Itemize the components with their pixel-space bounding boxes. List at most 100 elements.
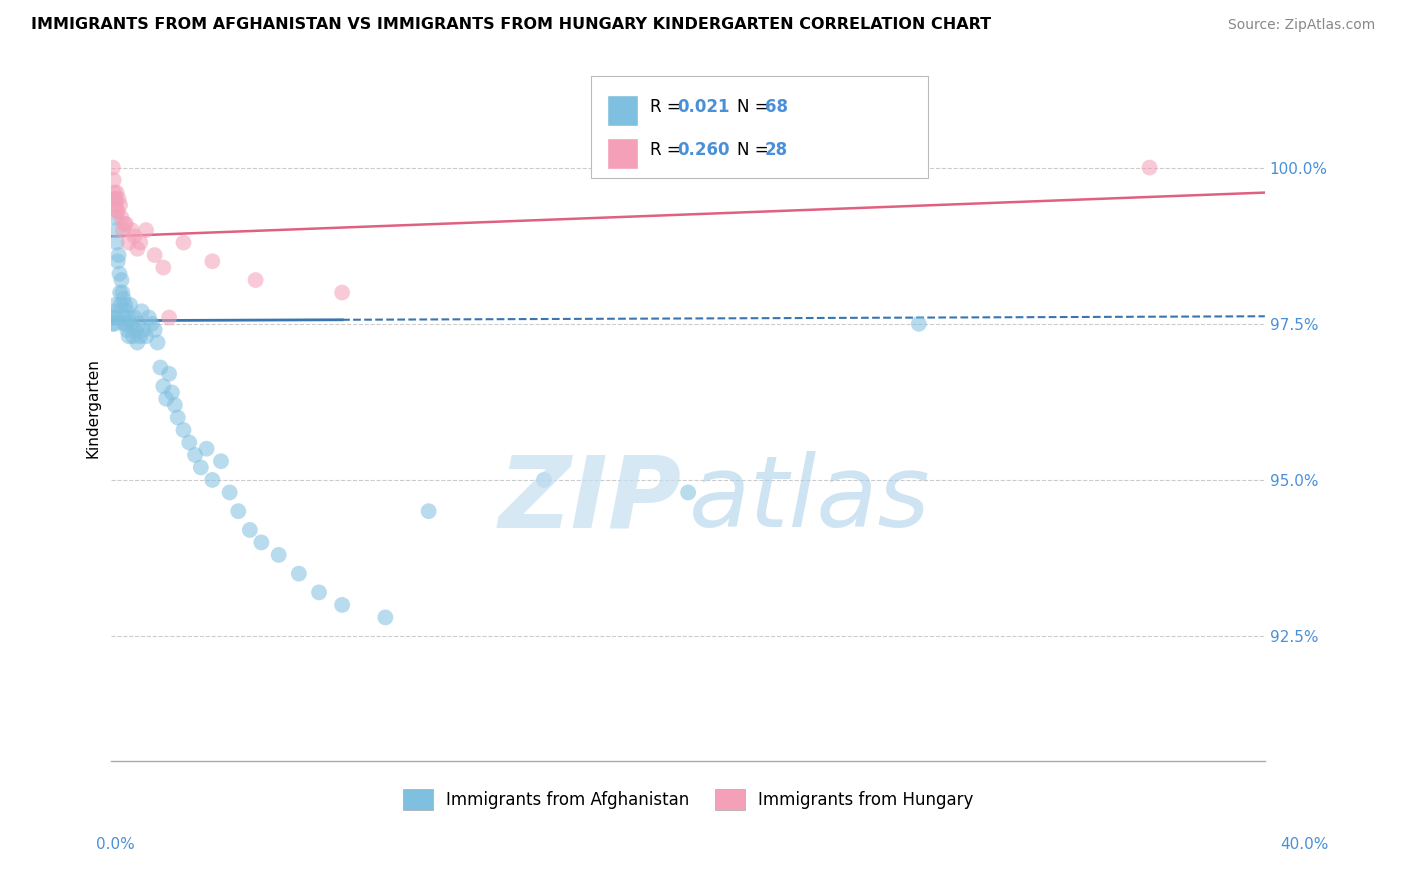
Point [146, 335, 169, 350]
Point [166, 410, 188, 425]
Text: IMMIGRANTS FROM AFGHANISTAN VS IMMIGRANTS FROM HUNGARY KINDERGARTEN CORRELATION : IMMIGRANTS FROM AFGHANISTAN VS IMMIGRANT… [31, 17, 991, 31]
Point [149, 360, 172, 375]
Point [110, 211, 132, 225]
Point [1139, 161, 1161, 175]
Point [107, 248, 129, 262]
Point [141, 317, 163, 331]
Point [330, 285, 353, 300]
Point [104, 304, 127, 318]
Point [218, 485, 240, 500]
Point [117, 323, 139, 337]
Point [108, 198, 131, 212]
Point [173, 423, 195, 437]
Point [112, 292, 135, 306]
Point [103, 173, 125, 187]
Point [107, 204, 129, 219]
Point [103, 310, 125, 325]
Point [250, 535, 273, 549]
Point [125, 323, 148, 337]
Point [104, 198, 127, 212]
Point [108, 285, 131, 300]
Point [105, 223, 128, 237]
Point [101, 317, 124, 331]
Point [135, 223, 157, 237]
Point [226, 504, 249, 518]
Point [122, 329, 145, 343]
Point [121, 223, 143, 237]
Point [157, 310, 180, 325]
Point [110, 298, 132, 312]
Point [131, 304, 153, 318]
Point [163, 398, 186, 412]
Point [104, 192, 127, 206]
Point [118, 235, 141, 250]
Point [103, 186, 125, 200]
Point [418, 504, 440, 518]
Point [209, 454, 232, 468]
Point [288, 566, 311, 581]
Point [201, 254, 224, 268]
Text: N =: N = [737, 98, 773, 116]
Point [908, 317, 931, 331]
Point [114, 217, 136, 231]
Point [118, 329, 141, 343]
Point [129, 329, 152, 343]
Legend: Immigrants from Afghanistan, Immigrants from Hungary: Immigrants from Afghanistan, Immigrants … [396, 782, 980, 816]
Point [112, 317, 135, 331]
Point [108, 267, 131, 281]
Point [127, 242, 149, 256]
Point [173, 235, 195, 250]
Point [152, 260, 174, 275]
Point [267, 548, 290, 562]
Point [195, 442, 218, 456]
Point [127, 335, 149, 350]
Point [111, 223, 134, 237]
Text: 68: 68 [765, 98, 787, 116]
Point [143, 323, 166, 337]
Text: R =: R = [650, 98, 686, 116]
Text: 28: 28 [765, 142, 787, 160]
Point [190, 460, 212, 475]
Point [111, 310, 134, 325]
Point [138, 310, 160, 325]
Point [184, 448, 207, 462]
Point [105, 235, 128, 250]
Point [117, 310, 139, 325]
Text: ZIP: ZIP [499, 451, 682, 548]
Point [245, 273, 267, 287]
Point [107, 192, 129, 206]
Point [104, 298, 127, 312]
Point [124, 310, 146, 325]
Point [103, 317, 125, 331]
Point [104, 211, 127, 225]
Point [135, 329, 157, 343]
Point [201, 473, 224, 487]
Text: 0.260: 0.260 [678, 142, 730, 160]
Point [104, 192, 127, 206]
Point [330, 598, 353, 612]
Point [533, 473, 555, 487]
Point [115, 304, 138, 318]
Point [105, 186, 128, 200]
Point [124, 229, 146, 244]
Text: 0.0%: 0.0% [96, 838, 135, 852]
Point [120, 298, 142, 312]
Text: atlas: atlas [689, 451, 931, 548]
Point [101, 161, 124, 175]
Point [155, 392, 177, 406]
Point [110, 273, 132, 287]
Point [143, 248, 166, 262]
Text: Source: ZipAtlas.com: Source: ZipAtlas.com [1227, 18, 1375, 31]
Y-axis label: Kindergarten: Kindergarten [86, 359, 100, 458]
Point [114, 298, 136, 312]
Point [160, 385, 183, 400]
Point [157, 367, 180, 381]
Point [676, 485, 699, 500]
Text: N =: N = [737, 142, 773, 160]
Point [239, 523, 262, 537]
Point [121, 317, 143, 331]
Point [114, 317, 136, 331]
Point [111, 285, 134, 300]
Text: R =: R = [650, 142, 686, 160]
Point [101, 310, 124, 325]
